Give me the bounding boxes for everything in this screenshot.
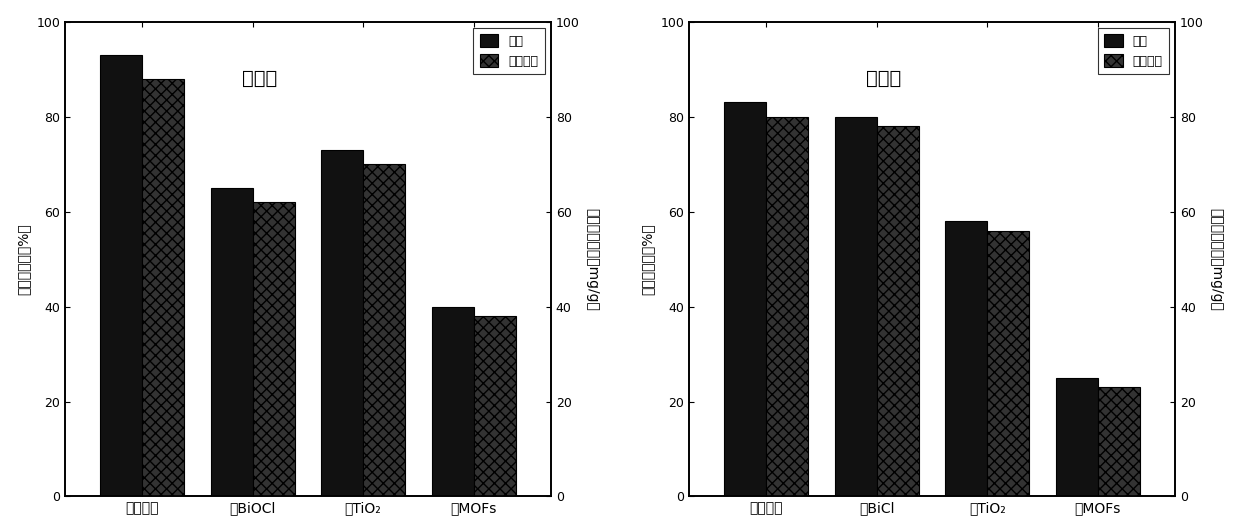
Y-axis label: 甲醉去除率（%）: 甲醉去除率（%） <box>641 223 655 295</box>
Bar <box>877 126 919 496</box>
Legend: 甲醉, 二氧化碳: 甲醉, 二氧化碳 <box>1097 28 1169 74</box>
Bar <box>432 306 474 496</box>
Bar <box>1055 378 1097 496</box>
Bar <box>766 117 808 496</box>
Y-axis label: 二氧化碳增量（mg/g）: 二氧化碳增量（mg/g） <box>585 207 599 311</box>
Text: 可见光: 可见光 <box>866 69 901 88</box>
Bar <box>321 150 363 496</box>
Bar <box>724 102 766 496</box>
Bar <box>835 117 877 496</box>
Bar <box>100 55 143 496</box>
Bar <box>211 188 253 496</box>
Bar <box>143 79 185 496</box>
Bar <box>1097 387 1140 496</box>
Bar <box>253 202 295 496</box>
Bar <box>987 230 1029 496</box>
Legend: 甲醉, 二氧化碳: 甲醉, 二氧化碳 <box>474 28 544 74</box>
Y-axis label: 甲醉去除率（%）: 甲醉去除率（%） <box>16 223 31 295</box>
Bar <box>474 316 516 496</box>
Bar <box>945 221 987 496</box>
Bar <box>363 164 405 496</box>
Text: 太阳光: 太阳光 <box>242 69 277 88</box>
Y-axis label: 二氧化碳增量（mg/g）: 二氧化碳增量（mg/g） <box>1209 207 1224 311</box>
